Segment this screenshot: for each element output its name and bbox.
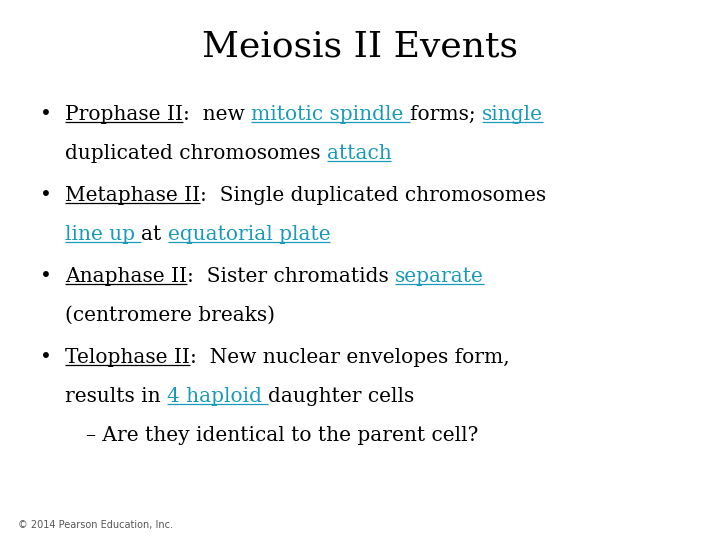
Text: equatorial plate: equatorial plate xyxy=(168,225,330,244)
Text: daughter cells: daughter cells xyxy=(268,387,415,406)
Text: Anaphase II: Anaphase II xyxy=(65,267,186,286)
Text: © 2014 Pearson Education, Inc.: © 2014 Pearson Education, Inc. xyxy=(18,520,173,530)
Text: •: • xyxy=(40,267,51,286)
Text: :  Single duplicated chromosomes: : Single duplicated chromosomes xyxy=(200,186,546,205)
Text: single: single xyxy=(482,105,543,124)
Text: :  new: : new xyxy=(183,105,251,124)
Text: results in: results in xyxy=(65,387,167,406)
Text: at: at xyxy=(141,225,168,244)
Text: attach: attach xyxy=(327,144,392,163)
Text: (centromere breaks): (centromere breaks) xyxy=(65,306,275,325)
Text: •: • xyxy=(40,186,51,205)
Text: Metaphase II: Metaphase II xyxy=(65,186,200,205)
Text: •: • xyxy=(40,348,51,367)
Text: – Are they identical to the parent cell?: – Are they identical to the parent cell? xyxy=(86,426,479,445)
Text: 4 haploid: 4 haploid xyxy=(167,387,268,406)
Text: separate: separate xyxy=(395,267,484,286)
Text: line up: line up xyxy=(65,225,141,244)
Text: :  New nuclear envelopes form,: : New nuclear envelopes form, xyxy=(189,348,509,367)
Text: forms;: forms; xyxy=(410,105,482,124)
Text: Telophase II: Telophase II xyxy=(65,348,189,367)
Text: Meiosis II Events: Meiosis II Events xyxy=(202,30,518,64)
Text: Prophase II: Prophase II xyxy=(65,105,183,124)
Text: duplicated chromosomes: duplicated chromosomes xyxy=(65,144,327,163)
Text: mitotic spindle: mitotic spindle xyxy=(251,105,410,124)
Text: •: • xyxy=(40,105,51,124)
Text: :  Sister chromatids: : Sister chromatids xyxy=(186,267,395,286)
